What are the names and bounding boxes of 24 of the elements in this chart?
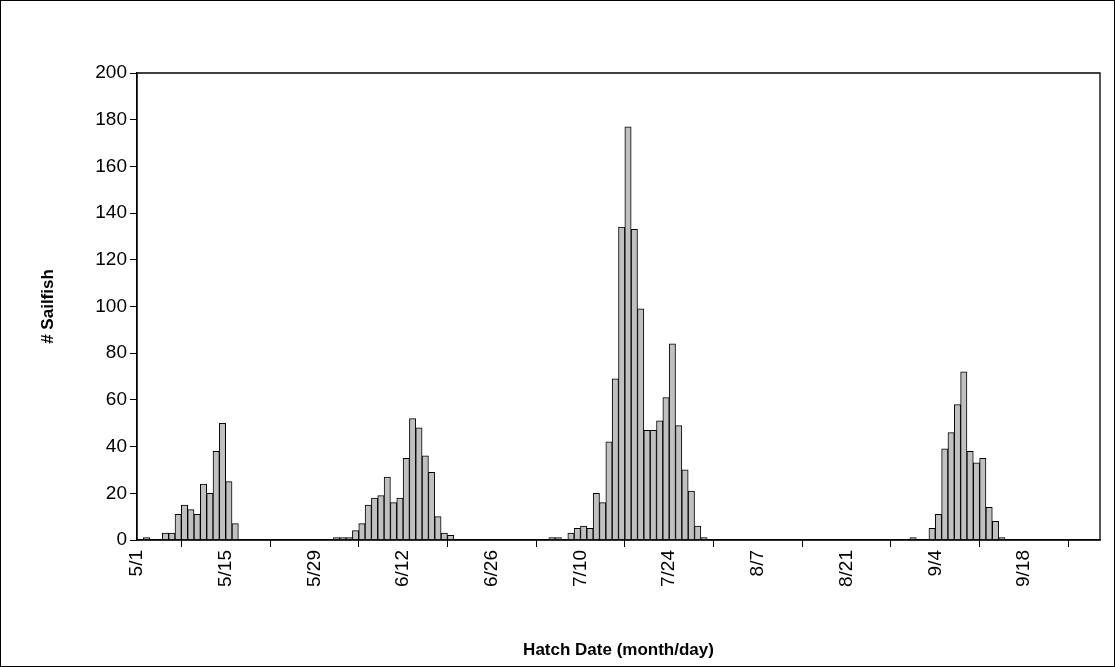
x-tick-label: 5/15 [213, 550, 235, 587]
x-tick-label: 7/10 [568, 550, 590, 587]
y-tick-label: 180 [95, 107, 127, 129]
x-axis-title: Hatch Date (month/day) [523, 640, 714, 660]
y-tick-label: 140 [95, 201, 127, 223]
x-tick-label: 5/1 [125, 550, 147, 577]
y-tick-label: 200 [95, 61, 127, 83]
x-tick-label: 7/24 [657, 549, 679, 587]
y-tick-label: 40 [105, 434, 127, 456]
y-tick-label: 100 [95, 294, 127, 316]
x-tick-label: 8/7 [746, 550, 768, 577]
x-tick-label: 6/26 [480, 550, 502, 587]
y-tick-label: 0 [116, 528, 127, 550]
x-tick-label: 5/29 [302, 550, 324, 587]
y-tick-label: 120 [95, 248, 127, 270]
y-tick-label: 80 [105, 341, 127, 363]
x-tick-label: 9/18 [1012, 550, 1034, 587]
x-tick-label: 9/4 [923, 549, 945, 577]
y-axis-title: # Sailfish [37, 269, 57, 344]
x-tick-label: 6/12 [391, 550, 413, 587]
y-tick-label: 160 [95, 154, 127, 176]
y-tick-label: 20 [105, 481, 127, 503]
y-tick-label: 60 [105, 388, 127, 410]
x-tick-label: 8/21 [834, 550, 856, 587]
